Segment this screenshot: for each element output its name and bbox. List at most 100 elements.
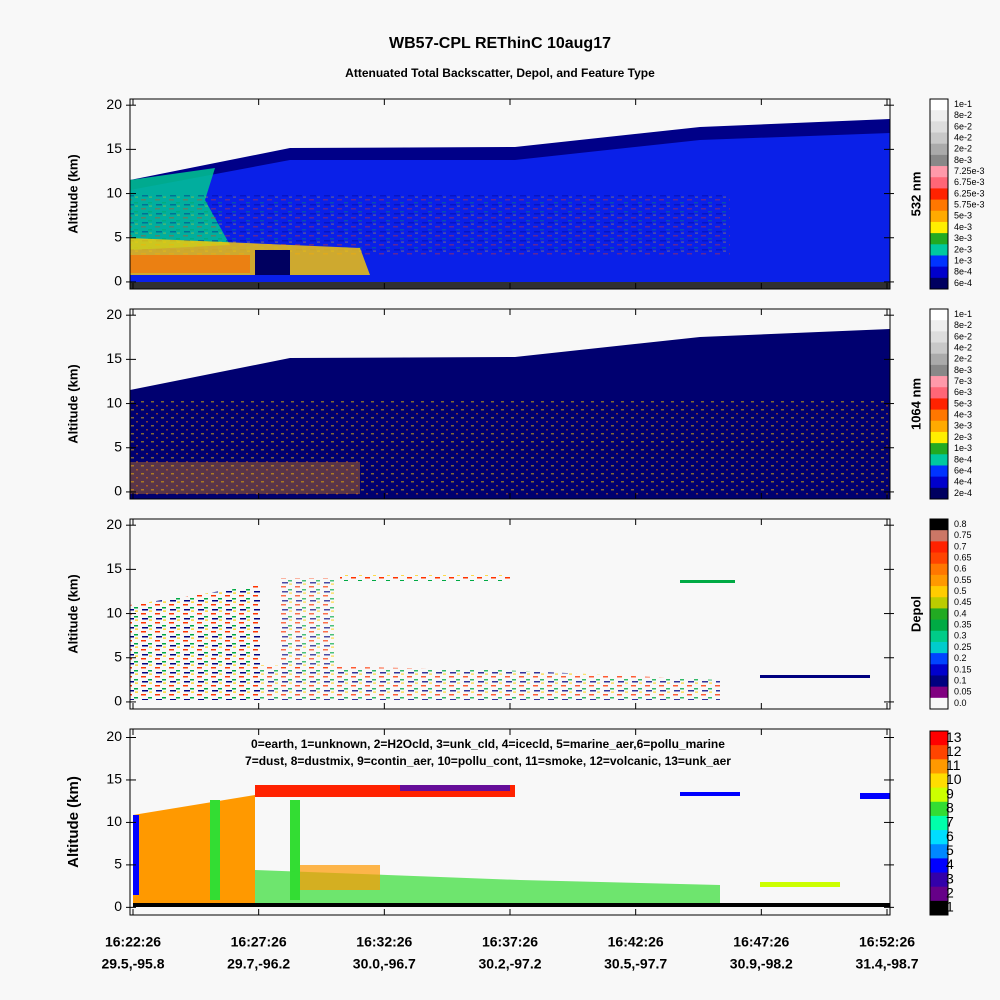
colorbar-swatch xyxy=(930,266,948,279)
x-tick-location: 30.9,-98.2 xyxy=(730,956,793,972)
x-tick-location: 29.5,-95.8 xyxy=(101,956,164,972)
colorbar-label: 5e-3 xyxy=(954,211,972,221)
colorbar-label: 0.3 xyxy=(954,631,967,641)
colorbar-label: 12 xyxy=(946,743,962,759)
colorbar-swatch xyxy=(930,199,948,212)
colorbar-swatch xyxy=(930,574,948,587)
colorbar-swatch xyxy=(930,900,948,916)
colorbar-label: 6.75e-3 xyxy=(954,177,985,187)
y-tick-label: 15 xyxy=(106,140,122,156)
y-tick-label: 20 xyxy=(106,516,122,532)
colorbar-swatch xyxy=(930,376,948,388)
colorbar-label: 0.1 xyxy=(954,675,967,685)
colorbar-label: 0.5 xyxy=(954,586,967,596)
colorbar-swatch xyxy=(930,552,948,565)
colorbar-swatch xyxy=(930,641,948,654)
colorbar-label: 8e-4 xyxy=(954,267,972,277)
colorbar-swatch xyxy=(930,244,948,256)
colorbar-title: Depol xyxy=(908,596,923,632)
colorbar-label: 3e-3 xyxy=(954,421,972,431)
colorbar-swatch xyxy=(930,277,948,290)
y-tick-label: 15 xyxy=(106,560,122,576)
colorbar-label: 5e-3 xyxy=(954,398,972,408)
colorbar-swatch xyxy=(930,597,948,609)
colorbar-swatch xyxy=(930,563,948,576)
colorbar-label: 5 xyxy=(946,842,954,858)
colorbar-label: 6e-4 xyxy=(954,465,972,475)
colorbar-swatch xyxy=(930,487,948,500)
x-tick-label: 16:32:26 xyxy=(356,934,412,950)
colorbar-label: 0.45 xyxy=(954,597,972,607)
colorbar-swatch xyxy=(930,233,948,245)
colorbar-label: 8e-2 xyxy=(954,320,972,330)
y-tick-label: 0 xyxy=(114,898,122,914)
colorbar-swatch xyxy=(930,166,948,178)
colorbar-swatch xyxy=(930,143,948,156)
colorbar-swatch xyxy=(930,586,948,598)
colorbar-swatch xyxy=(930,801,948,817)
x-tick-label: 16:52:26 xyxy=(859,934,915,950)
colorbar-label: 8 xyxy=(946,800,954,816)
colorbar-swatch xyxy=(930,188,948,201)
colorbar-swatch xyxy=(930,773,948,789)
colorbar-swatch xyxy=(930,132,948,145)
colorbar-swatch xyxy=(930,387,948,399)
curtain-532 xyxy=(130,119,890,289)
y-tick-label: 15 xyxy=(106,771,122,787)
colorbar-swatch xyxy=(930,541,948,554)
colorbar-swatch xyxy=(930,630,948,643)
colorbar-label: 0.8 xyxy=(954,519,967,529)
colorbar-label: 6e-2 xyxy=(954,121,972,131)
colorbar-label: 2 xyxy=(946,884,954,900)
colorbar-label: 1e-1 xyxy=(954,99,972,109)
y-tick-label: 5 xyxy=(114,438,122,454)
colorbar-swatch xyxy=(930,110,948,122)
colorbar-label: 0.35 xyxy=(954,620,972,630)
colorbar-label: 11 xyxy=(946,757,961,773)
subtitle: Attenuated Total Backscatter, Depol, and… xyxy=(345,66,655,80)
colorbar-label: 8e-2 xyxy=(954,110,972,120)
y-tick-label: 0 xyxy=(114,693,122,709)
colorbar-label: 0.0 xyxy=(954,698,967,708)
colorbar-label: 2e-4 xyxy=(954,488,972,498)
colorbar-swatch xyxy=(930,398,948,411)
colorbar-label: 8e-3 xyxy=(954,365,972,375)
x-tick-location: 30.5,-97.7 xyxy=(604,956,667,972)
colorbar-label: 7e-3 xyxy=(954,376,972,386)
colorbar-swatch xyxy=(930,653,948,665)
x-tick-label: 16:42:26 xyxy=(608,934,664,950)
y-tick-label: 20 xyxy=(106,96,122,112)
colorbar-swatch xyxy=(930,420,948,433)
colorbar-swatch xyxy=(930,177,948,189)
colorbar-label: 4e-3 xyxy=(954,410,972,420)
colorbar-swatch xyxy=(930,886,948,902)
colorbar-swatch xyxy=(930,320,948,332)
colorbar-swatch xyxy=(930,221,948,234)
colorbar-swatch xyxy=(930,409,948,422)
y-tick-label: 0 xyxy=(114,273,122,289)
colorbar-label: 1e-1 xyxy=(954,309,972,319)
colorbar-label: 1e-3 xyxy=(954,443,972,453)
curtain-depol xyxy=(130,575,870,700)
colorbar-swatch xyxy=(930,872,948,888)
colorbar-label: 7 xyxy=(946,814,954,830)
y-axis-label: Altitude (km) xyxy=(65,364,80,443)
colorbar-label: 3e-3 xyxy=(954,233,972,243)
colorbar-swatch xyxy=(930,342,948,355)
colorbar-swatch xyxy=(930,519,948,531)
colorbar-swatch xyxy=(930,608,948,621)
colorbar-label: 0.15 xyxy=(954,664,972,674)
colorbar-label: 3 xyxy=(946,870,954,886)
colorbar-label: 2e-3 xyxy=(954,244,972,254)
colorbar-swatch xyxy=(930,830,948,845)
colorbar-label: 1 xyxy=(946,899,954,915)
colorbar-swatch xyxy=(930,364,948,377)
colorbar-label: 4e-2 xyxy=(954,342,972,352)
colorbar-swatch xyxy=(930,745,948,760)
colorbar-swatch xyxy=(930,476,948,489)
y-tick-label: 5 xyxy=(114,228,122,244)
colorbar-swatch xyxy=(930,815,948,831)
y-tick-label: 20 xyxy=(106,728,122,744)
colorbar-swatch xyxy=(930,664,948,676)
